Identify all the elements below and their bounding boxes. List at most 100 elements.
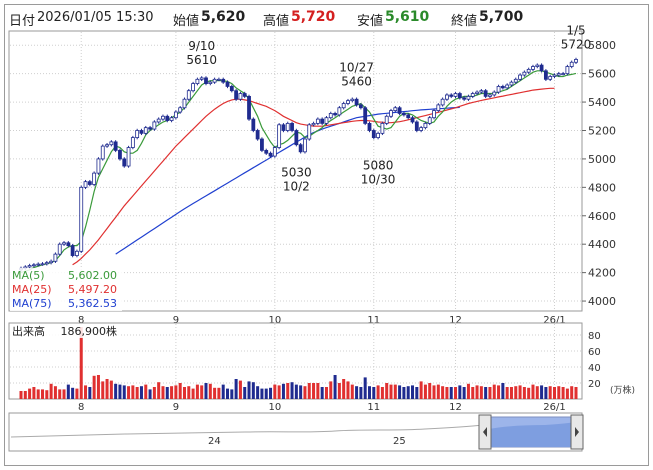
month-tick-label: 26/1 — [543, 315, 565, 326]
candle-body — [440, 98, 445, 106]
month-tick-label: 9 — [173, 315, 179, 326]
volume-bar — [475, 385, 479, 399]
volume-bar — [226, 388, 230, 399]
volume-bar — [320, 387, 324, 399]
date-value: 2026/01/05 15:30 — [37, 10, 154, 25]
candle-body — [350, 98, 355, 102]
candle-body — [169, 117, 174, 121]
candle-body — [130, 137, 135, 148]
volume-bar — [402, 387, 406, 399]
candle-body — [277, 124, 282, 148]
candle-body — [242, 93, 247, 97]
volume-bar — [329, 381, 333, 399]
volume-bar — [118, 384, 122, 399]
volume-bar — [243, 387, 247, 399]
volume-bar — [53, 386, 57, 399]
candle-body — [27, 265, 32, 268]
volume-bar — [122, 385, 126, 399]
candle-body — [363, 107, 368, 124]
candle-body — [457, 93, 462, 99]
volume-bar — [58, 389, 62, 399]
candle-body — [272, 147, 277, 157]
ma75-legend-label: MA(75) — [12, 297, 52, 310]
annotation-label: 9/10 — [188, 39, 215, 53]
candle-body — [315, 118, 320, 124]
volume-axis: 20 40 60 80 — [588, 331, 601, 390]
candle-body — [165, 115, 170, 121]
candle-body — [135, 130, 140, 138]
candle-body — [311, 122, 316, 126]
volume-bar — [182, 387, 186, 399]
price-tick-label: 4800 — [588, 181, 616, 194]
date-axis: 8 9 10 11 12 26/1 — [78, 315, 566, 326]
candle-body — [152, 121, 157, 130]
price-header: 日付 2026/01/05 15:30 始値 5,620 高値 5,720 安値… — [5, 5, 648, 31]
ma5-legend-value: 5,602.00 — [68, 269, 117, 282]
volume-bar — [570, 386, 574, 399]
candle-body — [445, 94, 449, 100]
candle-body — [367, 122, 372, 131]
volume-bar — [505, 387, 509, 399]
navigator-selection-area — [489, 422, 575, 447]
annotation-label: 10/27 — [339, 61, 374, 75]
volume-bar — [174, 385, 178, 399]
low-value: 5,610 — [385, 9, 430, 25]
navigator-year-label: 24 — [208, 436, 221, 447]
month-tick-label: 12 — [449, 315, 462, 326]
ma75-legend-value: 5,362.53 — [68, 297, 117, 310]
candle-body — [569, 61, 574, 67]
navigator-history-line — [10, 424, 484, 438]
candle-body — [346, 100, 350, 104]
chevron-right-icon — [575, 427, 579, 437]
volume-bar — [372, 387, 376, 399]
volume-bar — [531, 384, 535, 399]
candle-body — [139, 130, 144, 134]
volume-bar — [316, 383, 320, 399]
candle-body — [333, 113, 337, 116]
volume-bar — [281, 383, 285, 399]
volume-bar — [423, 384, 427, 399]
candle-body — [389, 110, 393, 117]
candle-body — [238, 93, 243, 100]
volume-bar — [28, 388, 32, 399]
candle-body — [217, 78, 221, 81]
candle-body — [303, 138, 307, 153]
date-label: 日付 — [9, 14, 36, 29]
month-tick-label: 12 — [449, 402, 462, 413]
volume-bar — [269, 387, 273, 399]
candle-body — [156, 118, 161, 123]
stock-chart-frame: 日付 2026/01/05 15:30 始値 5,620 高値 5,720 安値… — [4, 4, 649, 466]
volume-bar — [303, 386, 307, 399]
candle-body — [191, 83, 195, 92]
candle-body — [548, 76, 553, 80]
candle-body — [419, 127, 424, 131]
candle-body — [552, 74, 557, 77]
volume-bar — [479, 386, 483, 399]
candle-body — [492, 91, 497, 96]
candle-body — [87, 181, 92, 185]
volume-bar — [84, 385, 88, 399]
volume-bar — [492, 384, 496, 399]
volume-bar — [230, 389, 234, 399]
volume-bar — [286, 383, 290, 399]
volume-bar — [436, 384, 440, 399]
candle-body — [178, 107, 183, 113]
candle-body — [204, 77, 208, 84]
volume-bar — [294, 384, 298, 399]
volume-bar — [454, 387, 458, 399]
month-tick-label: 9 — [173, 402, 179, 413]
volume-bar — [428, 383, 432, 399]
volume-bar — [466, 383, 470, 399]
candle-body — [36, 263, 41, 266]
price-tick-label: 4200 — [588, 267, 616, 280]
volume-bar — [131, 385, 135, 399]
volume-bar — [208, 383, 212, 399]
candle-body — [212, 78, 217, 83]
candle-body — [432, 110, 436, 119]
month-tick-label: 8 — [78, 315, 84, 326]
candle-body — [380, 122, 385, 134]
candle-body — [281, 124, 286, 131]
candle-body — [75, 250, 79, 256]
volume-bar — [561, 387, 565, 399]
volume-bar — [152, 387, 156, 399]
